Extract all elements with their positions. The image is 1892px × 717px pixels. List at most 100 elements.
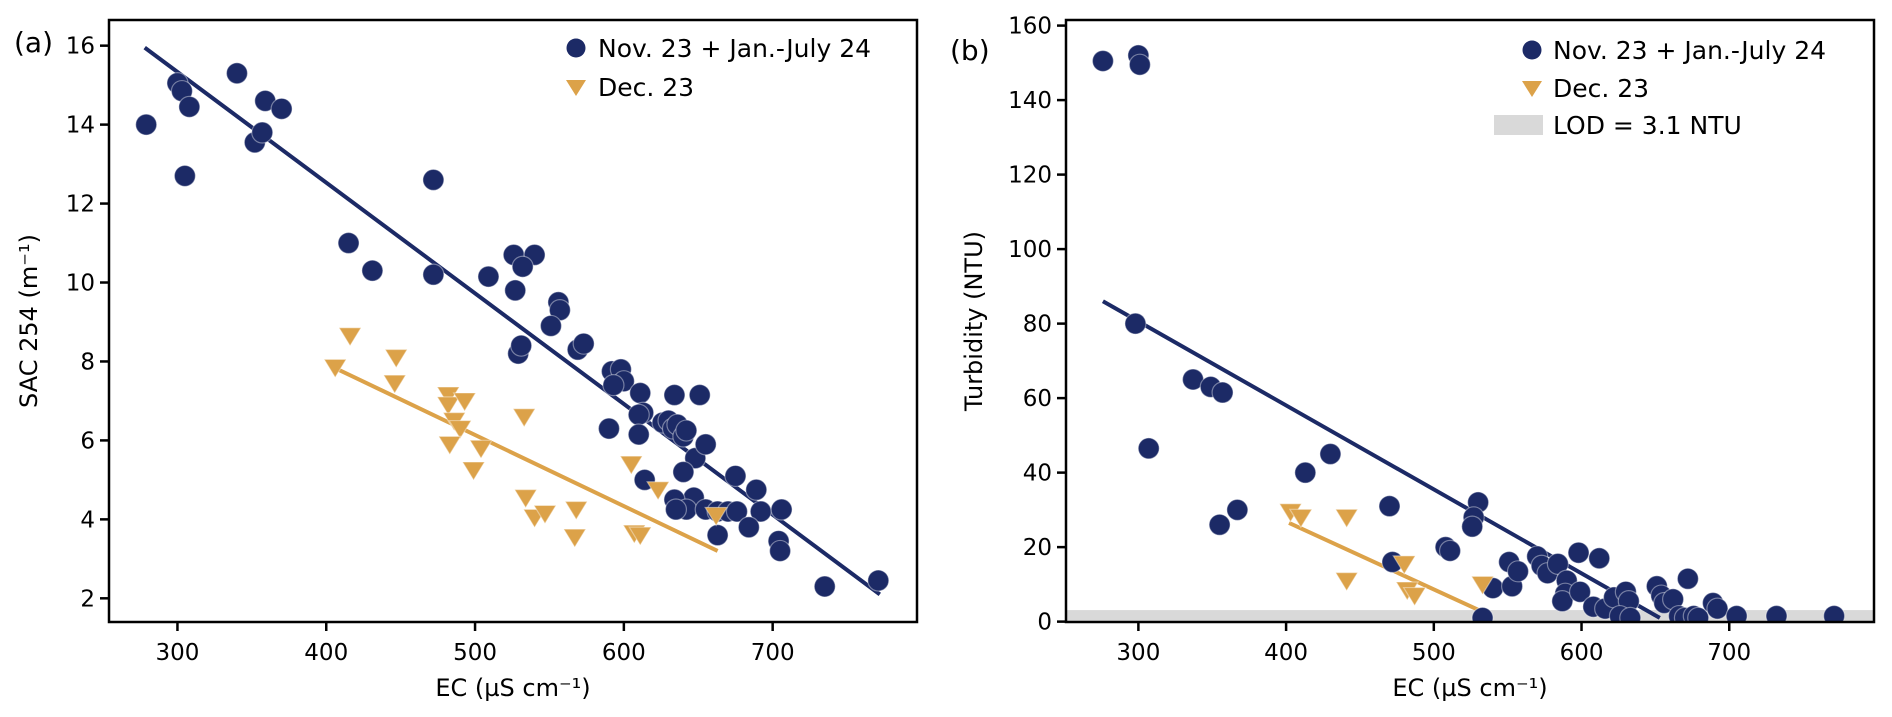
scatter-point-triangle xyxy=(384,348,409,369)
panel-a-x-tick-label: 600 xyxy=(602,640,646,666)
panel-b-y-tick-label: 60 xyxy=(1023,386,1052,412)
scatter-point xyxy=(688,383,711,407)
panel-a-series-circles xyxy=(135,62,890,598)
scatter-point xyxy=(725,500,749,523)
legend-label: Dec. 23 xyxy=(1553,74,1649,103)
scatter-point xyxy=(1725,604,1748,622)
scatter-point xyxy=(813,575,836,598)
panel-b-x-tick-label: 600 xyxy=(1560,640,1604,666)
panel-a-x-tick-label: 300 xyxy=(155,640,199,666)
panel-b-lod-band xyxy=(1066,610,1874,622)
panel-b-y-tick-label: 140 xyxy=(1008,88,1052,114)
panel-a-x-tick-label: 700 xyxy=(751,640,795,666)
panel-b-y-tick-label: 0 xyxy=(1037,610,1052,636)
scatter-point-triangle xyxy=(1334,508,1359,529)
scatter-point xyxy=(737,516,760,539)
scatter-point-triangle xyxy=(436,386,461,407)
scatter-point xyxy=(1546,552,1569,575)
panel-b-series-triangles xyxy=(1278,503,1495,607)
panel-a-y-tick-label: 10 xyxy=(66,271,95,297)
scatter-point-triangle xyxy=(1392,555,1417,576)
panel-a-plot-area xyxy=(135,46,890,598)
panel-b-y-tick-label: 40 xyxy=(1023,461,1052,487)
scatter-point xyxy=(173,164,196,188)
panel-b-plot-area xyxy=(1066,44,1874,622)
scatter-point xyxy=(770,498,793,521)
scatter-point xyxy=(745,478,768,501)
scatter-point-triangle xyxy=(704,506,729,527)
scatter-point-triangle xyxy=(1402,586,1427,607)
scatter-point xyxy=(867,569,890,592)
scatter-point xyxy=(706,524,729,547)
legend-circle-marker xyxy=(1522,40,1542,60)
scatter-point-triangle xyxy=(532,504,558,525)
scatter-point xyxy=(422,263,445,286)
scatter-point xyxy=(337,231,360,255)
scatter-point-triangle xyxy=(562,528,587,549)
scatter-point-triangle xyxy=(323,358,348,379)
panel-b-x-tick-label: 300 xyxy=(1116,640,1160,666)
scatter-point xyxy=(749,500,772,523)
scatter-point xyxy=(1378,495,1401,518)
scatter-point xyxy=(1619,606,1642,622)
panel-b-legend: Nov. 23 + Jan.-July 24 Dec. 23 LOD = 3.1 N… xyxy=(1494,36,1826,140)
scatter-point xyxy=(361,259,384,282)
scatter-point xyxy=(477,265,500,288)
scatter-point xyxy=(1687,606,1710,622)
scatter-point xyxy=(1128,53,1151,76)
scatter-point-triangle xyxy=(436,396,461,417)
legend-label: Nov. 23 + Jan.-July 24 xyxy=(1553,36,1826,65)
scatter-point xyxy=(1124,312,1147,335)
scatter-point xyxy=(504,279,527,302)
panel-a-y-tick-label: 6 xyxy=(80,428,95,454)
scatter-point-triangle xyxy=(437,435,462,456)
scatter-point xyxy=(675,419,698,442)
scatter-point-triangle xyxy=(448,419,473,440)
scatter-point xyxy=(663,383,686,407)
scatter-point xyxy=(1438,539,1462,562)
legend-triangle-marker xyxy=(566,80,586,96)
legend-label: LOD = 3.1 NTU xyxy=(1553,111,1742,140)
scatter-point xyxy=(664,498,688,521)
scatter-point xyxy=(629,381,652,405)
scatter-point xyxy=(1208,513,1231,536)
scatter-point-triangle xyxy=(1470,575,1495,596)
panel-a-y-axis-label: SAC 254 (m⁻¹) xyxy=(15,234,43,408)
scatter-point xyxy=(1765,604,1788,622)
scatter-point xyxy=(1461,515,1484,538)
scatter-point-triangle xyxy=(452,392,477,413)
scatter-point xyxy=(270,97,293,120)
scatter-point xyxy=(1294,461,1317,484)
panel-a-y-tick-label: 12 xyxy=(66,192,95,218)
scatter-point xyxy=(1091,49,1115,73)
scatter-point xyxy=(1568,580,1592,603)
panel-b-x-tick-label: 500 xyxy=(1412,640,1456,666)
legend-circle-marker xyxy=(566,38,586,58)
scatter-point xyxy=(724,464,747,488)
panel-a-fit-line-1 xyxy=(332,365,719,553)
scatter-point-triangle xyxy=(1288,508,1313,529)
panel-b-y-tick-label: 20 xyxy=(1023,535,1052,561)
panel-b-y-tick-label: 80 xyxy=(1023,312,1052,338)
scatter-point xyxy=(1567,541,1590,564)
panel-a-y-tick-label: 16 xyxy=(66,34,95,60)
panel-a-tag: (a) xyxy=(14,26,53,59)
panel-b-y-tick-label: 120 xyxy=(1008,163,1052,189)
panel-a-y-tick-label: 14 xyxy=(66,113,95,139)
panel-a-series-triangles xyxy=(323,327,729,549)
scatter-point xyxy=(597,417,621,440)
scatter-point xyxy=(1319,442,1342,466)
scatter-point xyxy=(178,95,201,118)
panel-a-y-tick-label: 8 xyxy=(80,349,95,375)
panel-b-y-tick-label: 160 xyxy=(1008,14,1052,40)
panel-b-x-tick-label: 700 xyxy=(1707,640,1751,666)
scatter-point xyxy=(1211,381,1234,404)
scatter-point xyxy=(1706,597,1729,620)
panel-b-x-tick-label: 400 xyxy=(1264,640,1308,666)
panel-a-x-tick-label: 400 xyxy=(304,640,348,666)
scatter-point-triangle xyxy=(468,439,494,460)
legend-band-patch xyxy=(1494,115,1543,135)
panel-b-tag: (b) xyxy=(950,34,990,67)
legend-label: Dec. 23 xyxy=(598,73,694,102)
scatter-point xyxy=(1676,567,1699,590)
